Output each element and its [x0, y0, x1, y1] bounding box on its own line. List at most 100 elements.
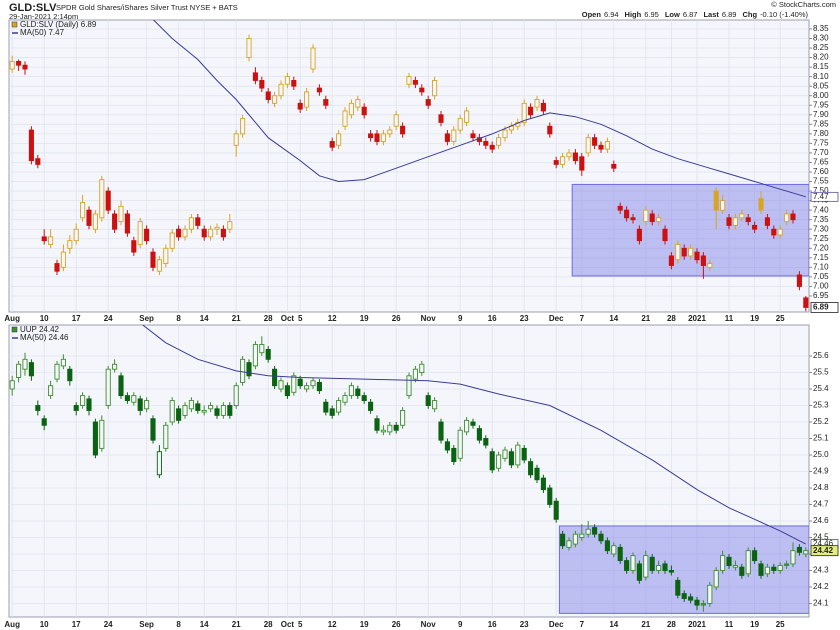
candle-body [393, 424, 399, 431]
x-tick-label: 28 [667, 620, 676, 629]
candle-body [163, 424, 169, 449]
x-tick-label: 12 [328, 314, 337, 323]
candle-body [16, 363, 22, 378]
candle-body [425, 99, 431, 106]
candle-body [163, 247, 169, 265]
candle-body [720, 555, 726, 571]
legend-entry: MA(50) 7.47 [20, 28, 65, 37]
quote-line: Open 6.94 High 6.95 Low 6.87 Last 6.89 Chg -0.10 … [582, 10, 809, 19]
candle-body [675, 579, 681, 596]
candle-body [176, 228, 182, 238]
y-tick-label: 24.8 [813, 483, 829, 492]
candle-body [310, 47, 316, 70]
candle-body [438, 114, 444, 123]
candle-body [752, 224, 758, 230]
candle-body [406, 375, 412, 397]
quote-label: High [625, 10, 642, 19]
y-tick-label: 7.75 [813, 139, 829, 148]
candle-body [681, 247, 687, 257]
candle-body [598, 533, 604, 542]
candle-body [374, 418, 380, 431]
candle-body [617, 205, 623, 211]
x-tick-label: 19 [750, 314, 759, 323]
highlight-box [571, 183, 809, 277]
candle-body [713, 570, 719, 588]
candle-body [9, 380, 15, 390]
candle-body [540, 102, 546, 112]
candle-body [432, 400, 438, 410]
candle-body [528, 461, 534, 476]
ma-value-label: 24.46 [813, 539, 834, 548]
candle-body [790, 550, 796, 565]
candle-body [368, 401, 374, 411]
candle-body [662, 563, 668, 571]
candle-body [220, 405, 226, 416]
candle-body [35, 158, 41, 165]
candle-body [86, 398, 92, 411]
x-tick-label: 10 [40, 314, 49, 323]
x-tick-label: 19 [360, 620, 369, 629]
candle-body [630, 555, 636, 571]
candle-body [380, 429, 386, 433]
candle-body [131, 395, 137, 403]
candle-body [227, 221, 233, 230]
candle-body [291, 375, 297, 393]
candle-body [150, 418, 156, 441]
candle-body [214, 408, 220, 416]
candle-body [611, 163, 617, 169]
security-name: SPDR Gold Shares/iShares Silver Trust NY… [56, 3, 238, 12]
moving-average [152, 20, 806, 198]
candle-body [259, 344, 265, 354]
candle-body [451, 129, 457, 142]
candle-body [227, 405, 233, 416]
candle-body [278, 83, 284, 97]
candle-body [412, 368, 418, 380]
candle-body [502, 449, 508, 459]
candle-body [745, 217, 751, 223]
y-tick-label: 24.9 [813, 467, 829, 476]
candle-body [156, 451, 162, 476]
candle-body [323, 99, 329, 106]
y-tick-label: 24.1 [813, 599, 829, 608]
candle-body [297, 378, 303, 387]
candle-body [406, 76, 412, 85]
candle-body [86, 209, 92, 226]
candle-body [150, 251, 156, 268]
y-tick-label: 25.3 [813, 401, 829, 410]
x-tick-label: Oct [281, 314, 295, 323]
symbol: GLD:SLV [9, 2, 57, 14]
candle-body [41, 418, 47, 426]
candle-body [662, 228, 668, 242]
candle-body [528, 106, 534, 116]
candle-body [425, 395, 431, 406]
x-tick-label: Aug [4, 314, 20, 323]
candle-body [105, 190, 111, 211]
y-tick-label: 8.35 [813, 24, 829, 33]
y-tick-label: 7.30 [813, 224, 829, 233]
candle-body [764, 217, 770, 226]
candle-body [336, 133, 342, 146]
candle-body [73, 405, 79, 411]
x-tick-label: 19 [360, 314, 369, 323]
x-tick-label: 28 [667, 314, 676, 323]
y-tick-label: 8.20 [813, 53, 829, 62]
candle-body [643, 209, 649, 223]
x-tick-label: 17 [72, 620, 81, 629]
candle-body [521, 102, 527, 123]
plot-layer [9, 325, 809, 614]
candle-body [265, 348, 271, 360]
candle-body [201, 228, 207, 238]
x-tick-label: Dec [549, 314, 564, 323]
candle-body [233, 385, 239, 406]
x-tick-label: 25 [776, 314, 785, 323]
candle-body [534, 467, 540, 481]
x-tick-label: 21 [232, 620, 241, 629]
candle-body [502, 129, 508, 139]
candle-body [636, 228, 642, 242]
plot-area [8, 19, 810, 313]
x-tick-label: 14 [609, 620, 618, 629]
candle-body [304, 385, 310, 390]
candle-body [649, 556, 655, 571]
quote-label: Low [665, 10, 680, 19]
candle-body [233, 133, 239, 146]
